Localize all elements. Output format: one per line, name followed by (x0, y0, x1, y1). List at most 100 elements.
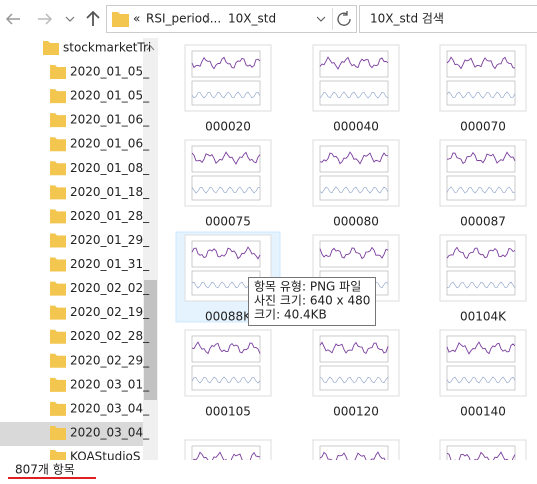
folder-icon (50, 377, 66, 392)
file-name[interactable]: 00104K (460, 310, 507, 324)
path-segment[interactable]: RSI_period... (146, 12, 221, 26)
up-button[interactable] (86, 10, 100, 26)
thumbnail-frame (439, 234, 527, 302)
address-bar[interactable] (106, 5, 357, 33)
chart-area (319, 175, 389, 201)
chart-area (319, 240, 389, 268)
price-line (319, 341, 389, 355)
chart-area (191, 365, 261, 391)
thumbnail-frame (312, 329, 400, 397)
file-grid: 000020 000040 000070 000075 000080 000087 0008… (175, 44, 527, 484)
path-separator (204, 14, 210, 24)
folder-icon (43, 41, 59, 55)
recent-button[interactable] (65, 16, 75, 22)
folder-name[interactable]: 2020_01_06_ (70, 113, 150, 127)
rsi-line (446, 281, 516, 289)
sidebar: stockmarketTri 2020_01_05_ 2020_01_05_ 2020… (43, 41, 151, 465)
back-button[interactable] (5, 13, 20, 25)
scroll-up[interactable] (146, 45, 155, 51)
price-line (446, 151, 516, 165)
folder-icon (50, 353, 66, 368)
folder-name[interactable]: 2020_01_05_ (70, 65, 150, 79)
price-line (446, 341, 516, 355)
folder-name[interactable]: 2020_03_01_ (70, 377, 150, 391)
folder-name[interactable]: 2020_01_29_ (70, 233, 150, 247)
refresh-button[interactable] (337, 11, 351, 26)
chart-area (319, 335, 389, 363)
folder-icon (50, 233, 66, 248)
thumbnail (439, 44, 527, 112)
thumbnail (312, 139, 400, 207)
file-name[interactable]: 000087 (460, 215, 506, 229)
folder-icon (50, 401, 66, 416)
rsi-line (446, 186, 516, 194)
chart-area (446, 270, 516, 296)
folder-name[interactable]: 2020_03_04_ (70, 401, 150, 415)
thumbnail-frame (184, 44, 272, 112)
chart-area (319, 50, 389, 78)
rsi-line (319, 91, 389, 99)
price-line (446, 56, 516, 70)
folder-icon (50, 425, 66, 440)
folder-name[interactable]: 2020_01_18_ (70, 185, 150, 199)
thumbnail (184, 139, 272, 207)
price-line (319, 151, 389, 165)
rsi-line (446, 91, 516, 99)
thumbnail-frame (439, 329, 527, 397)
folder-name[interactable]: 2020_01_06_ (70, 137, 150, 151)
folder-icon (112, 12, 129, 27)
thumbnail (312, 329, 400, 397)
file-name[interactable]: 000140 (460, 405, 506, 419)
price-line (446, 246, 516, 260)
file-name[interactable]: 000080 (333, 215, 379, 229)
folder-name[interactable]: 2020_01_05_ (70, 89, 150, 103)
status-bar (0, 460, 537, 484)
folder-name[interactable]: 2020_01_08_ (70, 161, 150, 175)
file-name[interactable]: 000070 (460, 120, 506, 134)
thumbnail-frame (312, 139, 400, 207)
item-count: 807개 항목 (15, 463, 75, 477)
search-box[interactable] (359, 5, 537, 33)
folder-name[interactable]: 2020_01_31_ (70, 257, 150, 271)
tooltip-line: 크기: 40.4KB (254, 308, 327, 322)
folder-icon (50, 185, 66, 200)
folder-name[interactable]: 2020_01_28_ (70, 209, 150, 223)
rsi-line (191, 186, 261, 194)
chart-area (446, 80, 516, 106)
file-name[interactable]: 000120 (333, 405, 379, 419)
folder-icon (50, 329, 66, 344)
file-name[interactable]: 000075 (205, 215, 251, 229)
price-line (191, 246, 261, 260)
folder-icon (50, 89, 66, 104)
thumbnail-frame (184, 329, 272, 397)
file-name[interactable]: 000105 (205, 405, 251, 419)
chart-area (446, 335, 516, 363)
rsi-line (319, 376, 389, 384)
chart-area (191, 335, 261, 363)
folder-name[interactable]: 2020_03_04_ (70, 425, 150, 439)
path-segment[interactable]: 10X_std (228, 12, 276, 26)
chart-area (446, 365, 516, 391)
scroll-thumb[interactable] (144, 280, 157, 400)
chart-area (319, 365, 389, 391)
tooltip (248, 277, 376, 326)
address-dropdown[interactable] (316, 16, 326, 22)
folder-name[interactable]: 2020_02_28_ (70, 329, 150, 343)
chart-area (446, 50, 516, 78)
rsi-line (446, 376, 516, 384)
chart-area (191, 80, 261, 106)
file-name[interactable]: 00088K (205, 310, 252, 324)
forward-button[interactable] (38, 13, 53, 25)
thumbnail (312, 44, 400, 112)
folder-name[interactable]: stockmarketTri (63, 41, 151, 55)
file-name[interactable]: 000020 (205, 120, 251, 134)
thumbnail (439, 139, 527, 207)
file-name[interactable]: 000040 (333, 120, 379, 134)
folder-name[interactable]: 2020_02_02_ (70, 281, 150, 295)
folder-icon (50, 65, 66, 80)
folder-name[interactable]: 2020_02_19_ (70, 305, 150, 319)
folder-name[interactable]: 2020_02_29_ (70, 353, 150, 367)
chart-area (191, 175, 261, 201)
